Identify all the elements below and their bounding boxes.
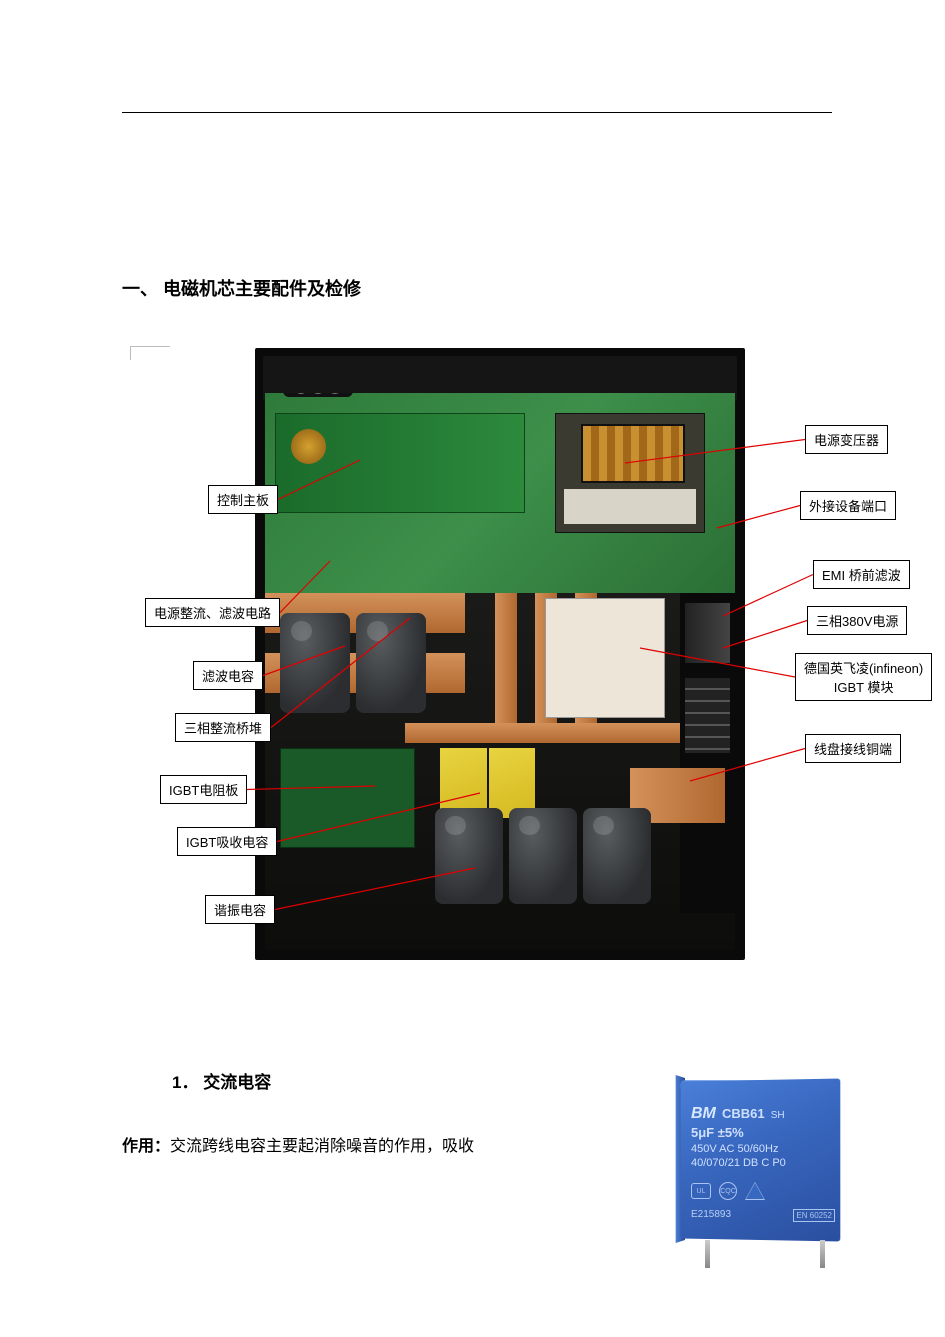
cert-marks: UL CQC [691, 1182, 765, 1200]
cap-spec1: 5μF ±5% [691, 1125, 744, 1140]
cap-serial: E215893 [691, 1209, 731, 1220]
callout-label: IGBT电阻板 [160, 775, 247, 804]
callout-label: IGBT吸收电容 [177, 827, 277, 856]
subsection-heading: 1． 交流电容 [172, 1068, 271, 1093]
callout-label: EMI 桥前滤波 [813, 560, 910, 589]
subsection-title: 交流电容 [203, 1073, 271, 1092]
header-rule [122, 112, 832, 113]
cap-sh: SH [771, 1110, 785, 1121]
callout-label: 谐振电容 [205, 895, 275, 924]
cert-ul-icon: UL [691, 1183, 711, 1199]
cert-cqc-icon: CQC [719, 1182, 737, 1200]
cap-spec3: 40/070/21 DB C P0 [691, 1157, 786, 1169]
cap-en-std: EN 60252 [793, 1209, 835, 1222]
callout-label: 滤波电容 [193, 661, 263, 690]
annotated-diagram: 控制主板电源整流、滤波电路滤波电容三相整流桥堆 IGBT电阻板 IGBT吸收电容谐振… [145, 348, 905, 968]
callout-label: 外接设备端口 [800, 491, 896, 520]
subsection-number: 1． [172, 1073, 198, 1092]
callout-label: 线盘接线铜端 [805, 734, 901, 763]
callout-label: 电源整流、滤波电路 [145, 598, 280, 627]
callout-label: 电源变压器 [805, 425, 888, 454]
callout-label: 控制主板 [208, 485, 278, 514]
capacitor-text: BM CBB61 SH 5μF ±5% 450V AC 50/60Hz 40/0… [691, 1104, 841, 1170]
cap-spec2: 450V AC 50/60Hz [691, 1143, 778, 1155]
paragraph-1: 作用：交流跨线电容主要起消除噪音的作用，吸收 [122, 1133, 652, 1160]
callout-label: 德国英飞凌(infineon)IGBT 模块 [795, 653, 932, 701]
cap-model: CBB61 [722, 1106, 765, 1121]
cert-tri-icon [745, 1182, 765, 1200]
callout-label: 三相380V电源 [807, 606, 907, 635]
capacitor-photo: BM CBB61 SH 5μF ±5% 450V AC 50/60Hz 40/0… [665, 1074, 853, 1272]
para-label: 作用： [122, 1138, 170, 1155]
device-chassis [255, 348, 745, 960]
section-heading-1: 一、 电磁机芯主要配件及检修 [122, 275, 361, 301]
callout-label: 三相整流桥堆 [175, 713, 271, 742]
para-body: 交流跨线电容主要起消除噪音的作用，吸收 [170, 1138, 474, 1155]
cap-brand: BM [691, 1104, 716, 1125]
